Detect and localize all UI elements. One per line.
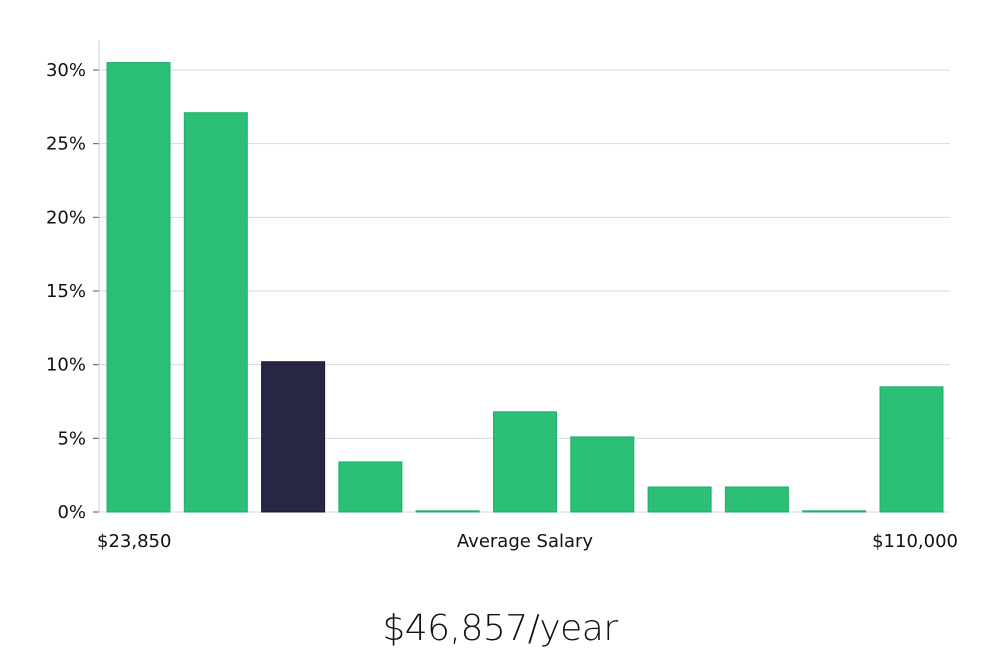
- bar-11: [879, 386, 944, 513]
- y-tick-label-5: 5%: [57, 428, 86, 449]
- bar-5: [415, 510, 480, 513]
- bar-1: [106, 62, 171, 513]
- bar-4: [338, 461, 403, 513]
- y-tick-label-20: 20%: [46, 207, 86, 228]
- bar-9: [724, 486, 789, 513]
- bar-highlighted-average: [261, 361, 326, 513]
- bar-6: [493, 411, 557, 513]
- salary-histogram: 0% 5% 10% 15% 20% 25% 30% $23,850 Average Sala…: [46, 40, 958, 552]
- x-max-label: $110,000: [872, 531, 958, 552]
- y-tick-label-15: 15%: [46, 281, 86, 302]
- bar-10: [802, 510, 867, 513]
- y-tick-labels: 0% 5% 10% 15% 20% 25% 30%: [46, 60, 86, 523]
- y-tick-label-25: 25%: [46, 134, 86, 155]
- y-tick-label-0: 0%: [57, 502, 86, 523]
- y-tick-label-30: 30%: [46, 60, 86, 81]
- y-tick-label-10: 10%: [46, 355, 86, 376]
- x-axis-title: Average Salary: [457, 531, 594, 552]
- bars: [106, 62, 944, 513]
- x-min-label: $23,850: [97, 531, 171, 552]
- bar-8: [647, 486, 712, 513]
- bar-2: [183, 112, 248, 513]
- bar-7: [570, 436, 635, 513]
- average-salary-value: $46,857/year: [382, 608, 618, 649]
